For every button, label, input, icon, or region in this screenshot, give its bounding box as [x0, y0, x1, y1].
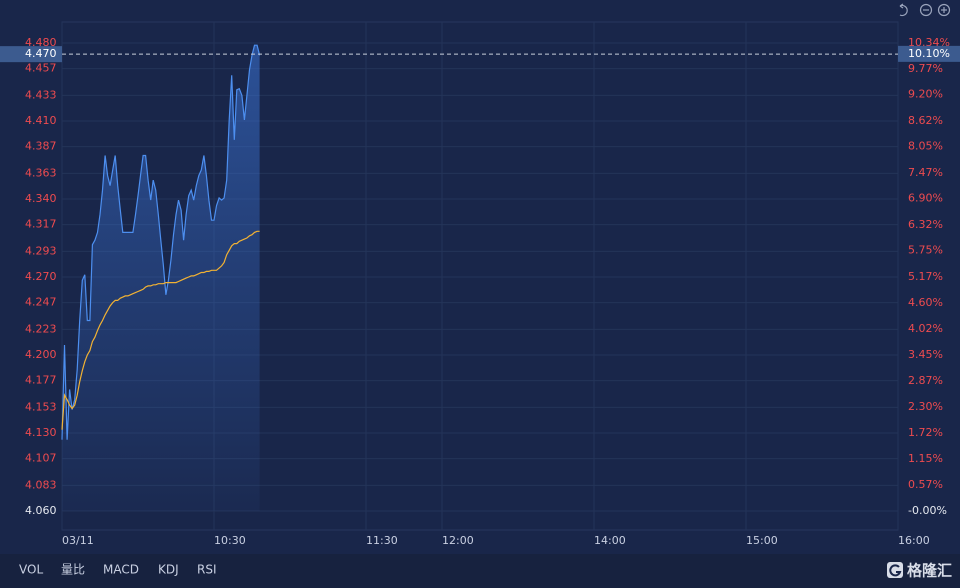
y2-tick-label: 8.05% [908, 140, 943, 153]
y-tick-label: 4.223 [25, 322, 57, 335]
reset-button[interactable] [899, 3, 908, 17]
logo: 格隆汇 [887, 562, 952, 580]
y-tick-label: 4.130 [25, 426, 57, 439]
y-tick-label: 4.200 [25, 348, 57, 361]
y-tick-label: 4.177 [25, 374, 57, 387]
last-price-box [0, 46, 62, 63]
toolbar [899, 3, 951, 17]
logo-text: 格隆汇 [907, 562, 952, 580]
y2-tick-label: 0.57% [908, 478, 943, 491]
average-line [61, 230, 260, 430]
y2-tick-label: 1.72% [908, 426, 943, 439]
y2-tick-label: 5.75% [908, 244, 943, 257]
x-tick-label: 14:00 [594, 534, 626, 547]
y2-tick-label: 4.02% [908, 322, 943, 335]
tab-bar [0, 554, 960, 588]
price-area [62, 45, 260, 511]
y-tick-label: 4.153 [25, 400, 57, 413]
price-line [61, 44, 261, 440]
y-tick-label: 4.387 [25, 140, 57, 153]
x-tick-label: 15:00 [746, 534, 778, 547]
y2-tick-label: 2.30% [908, 400, 943, 413]
indicator-tab[interactable]: VOL [19, 563, 43, 577]
y-tick-label: 4.107 [25, 452, 57, 465]
last-change-label: 10.10% [908, 47, 950, 60]
y-tick-label: 4.293 [25, 244, 57, 257]
y-tick-label: 4.060 [25, 504, 57, 517]
indicator-tab[interactable]: RSI [197, 563, 217, 577]
y-tick-label: 4.340 [25, 192, 57, 205]
y-tick-label: 4.270 [25, 270, 57, 283]
indicator-tab[interactable]: MACD [103, 563, 139, 577]
y-tick-label: 4.480 [25, 36, 57, 49]
y2-tick-label: 5.17% [908, 270, 943, 283]
x-tick-label: 10:30 [214, 534, 246, 547]
y2-tick-label: 6.90% [908, 192, 943, 205]
y-tick-label: 4.363 [25, 166, 57, 179]
y-tick-label: 4.083 [25, 478, 57, 491]
y-tick-label: 4.247 [25, 296, 57, 309]
y2-tick-label: 9.20% [908, 88, 943, 101]
last-change-box [898, 45, 960, 62]
indicator-tab[interactable]: 量比 [61, 563, 85, 577]
y2-tick-label: 3.45% [908, 348, 943, 361]
x-tick-label: 16:00 [898, 534, 930, 547]
y-tick-label: 4.410 [25, 114, 57, 127]
y2-tick-label: 10.34% [908, 36, 950, 49]
y-tick-label: 4.457 [25, 62, 57, 75]
y2-tick-label: 6.32% [908, 218, 943, 231]
x-tick-label: 11:30 [366, 534, 398, 547]
y2-tick-label: 9.77% [908, 62, 943, 75]
y-tick-label: 4.433 [25, 88, 57, 101]
y-tick-label: 4.317 [25, 218, 57, 231]
y2-tick-label: 8.62% [908, 114, 943, 127]
zoom-in-button[interactable] [937, 3, 951, 17]
indicator-tab[interactable]: KDJ [158, 563, 179, 577]
x-tick-label: 03/11 [62, 534, 94, 547]
y2-tick-label: 2.87% [908, 374, 943, 387]
x-tick-label: 12:00 [442, 534, 474, 547]
y2-tick-label: -0.00% [908, 504, 947, 517]
logo-icon-glyph [889, 564, 902, 577]
last-price-label: 4.470 [25, 47, 57, 60]
y2-tick-label: 7.47% [908, 166, 943, 179]
y2-tick-label: 1.15% [908, 452, 943, 465]
y2-tick-label: 4.60% [908, 296, 943, 309]
zoom-out-button[interactable] [919, 3, 933, 17]
